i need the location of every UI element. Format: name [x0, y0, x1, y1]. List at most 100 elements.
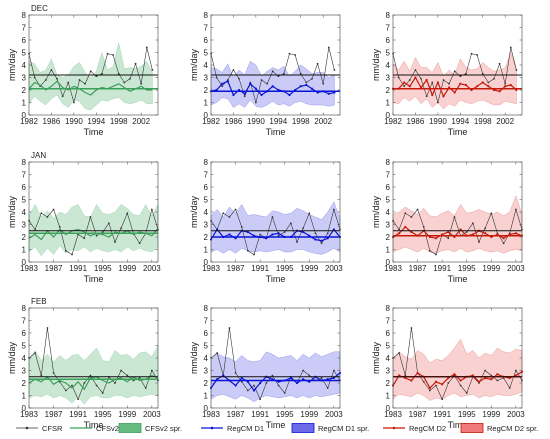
- cfsr-point: [333, 69, 336, 71]
- cfsr-point: [216, 352, 219, 354]
- y-tick-label: 2: [204, 86, 209, 95]
- x-tick-label: 1982: [384, 117, 402, 126]
- cfsr-point: [260, 79, 263, 81]
- y-tick-label: 3: [22, 366, 27, 375]
- d2-point: [441, 233, 444, 236]
- d2-point: [416, 371, 419, 375]
- x-axis-label: Time: [266, 127, 286, 137]
- x-tick-label: 1983: [20, 410, 38, 419]
- legend-label: RegCM D1: [227, 424, 264, 433]
- cfsr-point: [95, 75, 98, 78]
- x-tick-label: 1987: [45, 410, 63, 419]
- cfsr-line: [392, 327, 523, 401]
- x-tick-label: 1995: [94, 410, 112, 419]
- cfsr-point: [441, 398, 444, 401]
- legend-item-d2: RegCM D2: [383, 424, 446, 433]
- legend-label: CFSv2 spr.: [145, 424, 182, 433]
- cfsr-point: [478, 241, 480, 243]
- panel-jan-d2: 0 1 2 3 4 5 6 7 8 1983 1987 1991 1995 1999 2003 Time mm/…: [371, 158, 525, 284]
- y-tick-label: 6: [204, 183, 209, 192]
- d2-point: [453, 91, 456, 94]
- cfsr-point: [470, 52, 473, 55]
- x-tick-label: 1999: [300, 410, 318, 419]
- cfsr-point: [58, 226, 61, 228]
- d2-point: [476, 85, 479, 88]
- d2-point: [436, 81, 439, 84]
- cfsr-point: [271, 374, 274, 377]
- d1-point: [246, 380, 249, 383]
- cfsr-point: [404, 212, 407, 215]
- spread-band: [392, 195, 523, 254]
- cfsr-point: [89, 216, 92, 218]
- y-tick-label: 7: [22, 170, 27, 179]
- d1-point: [243, 92, 246, 95]
- cfsr-point: [234, 208, 237, 211]
- cfsr-point: [240, 380, 243, 383]
- d2-point: [484, 376, 487, 380]
- y-tick-label: 5: [386, 341, 391, 350]
- y-tick-label: 0: [204, 258, 209, 267]
- x-tick-label: 1990: [247, 117, 265, 126]
- spread-band: [210, 60, 335, 108]
- x-tick-label: 1983: [202, 264, 220, 273]
- cfsr-point: [326, 387, 329, 389]
- cfsr-point: [238, 77, 240, 80]
- cfsr-point: [416, 208, 419, 211]
- cfsr-point: [114, 382, 116, 384]
- d1-point: [260, 93, 263, 97]
- cfsr-point: [422, 226, 425, 228]
- d1-point: [289, 376, 292, 380]
- y-tick-label: 3: [204, 220, 209, 229]
- d2-point: [481, 81, 484, 84]
- d2-point: [459, 82, 462, 85]
- d2-point: [459, 228, 462, 231]
- panel-dec-cfsv2: 0 1 2 3 4 5 6 7 8 1982 1986 1990 1994 1998 2002 Time mm/…: [7, 4, 159, 137]
- x-tick-label: 1991: [433, 410, 451, 419]
- y-tick-label: 3: [386, 366, 391, 375]
- y-tick-label: 1: [204, 391, 209, 400]
- legend-label: CFSR: [42, 424, 63, 433]
- y-tick-label: 8: [22, 158, 27, 167]
- cfsr-point: [271, 216, 274, 218]
- y-tick-label: 3: [204, 366, 209, 375]
- cfsr-point: [151, 69, 154, 71]
- spread-band: [392, 51, 517, 110]
- cfsr-point: [283, 72, 285, 75]
- spread-band: [392, 338, 523, 401]
- x-tick-label: 1987: [45, 264, 63, 273]
- x-tick-label: 1990: [65, 117, 83, 126]
- cfsr-point: [320, 242, 323, 245]
- month-label: DEC: [31, 4, 48, 13]
- d2-point: [431, 93, 434, 97]
- cfsr-point: [34, 352, 37, 354]
- cfsr-point: [299, 72, 302, 75]
- y-tick-label: 7: [204, 23, 209, 32]
- cfsr-point: [493, 77, 495, 80]
- cfsr-point: [145, 46, 148, 49]
- x-tick-label: 1986: [225, 117, 243, 126]
- x-tick-label: 2003: [325, 410, 343, 419]
- y-tick-label: 3: [22, 73, 27, 82]
- cfsr-point: [106, 52, 109, 55]
- cfsr-point: [314, 232, 317, 235]
- spread-band: [210, 201, 341, 255]
- y-tick-label: 5: [386, 195, 391, 204]
- legend-item-cfsv2_spread: CFSv2 spr.: [118, 423, 182, 433]
- cfsr-point: [95, 384, 98, 387]
- cfsr-point: [265, 382, 268, 384]
- y-tick-label: 5: [204, 341, 209, 350]
- cfsr-point: [484, 227, 487, 230]
- x-tick-label: 1995: [458, 264, 476, 273]
- d2-point: [441, 383, 444, 386]
- legend-item-cfsv2: CFSv2: [70, 424, 119, 433]
- cfsr-point: [296, 241, 298, 243]
- cfsr-point: [288, 52, 291, 55]
- d2-point: [459, 379, 462, 382]
- spread-band: [28, 345, 159, 405]
- d1-point: [295, 381, 299, 385]
- x-axis-label: Time: [266, 274, 286, 284]
- d2-point: [403, 81, 406, 84]
- cfsr-point: [435, 384, 437, 387]
- d2-point: [471, 233, 474, 236]
- y-tick-label: 3: [386, 73, 391, 82]
